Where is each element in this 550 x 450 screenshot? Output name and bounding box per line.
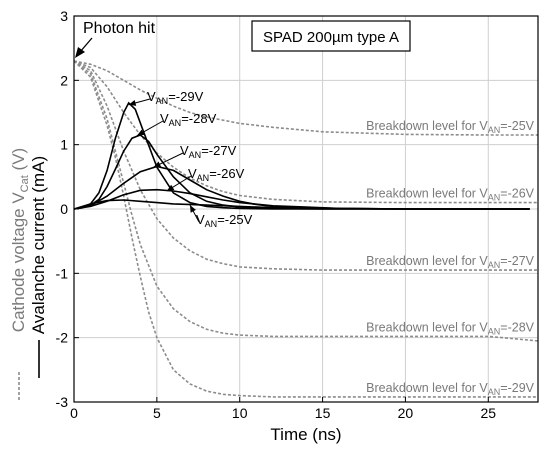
- x-tick-label: 10: [232, 405, 248, 421]
- breakdown-label: Breakdown level for VAN=-26V: [366, 187, 534, 203]
- cathode-voltage-line: [73, 60, 538, 271]
- breakdown-label: Breakdown level for VAN=-29V: [366, 381, 534, 397]
- breakdown-label: Breakdown level for VAN=-25V: [366, 119, 534, 135]
- y-tick-label: 2: [60, 72, 68, 88]
- photon-hit-label: Photon hit: [83, 20, 156, 37]
- x-tick-label: 20: [398, 405, 414, 421]
- current-series-labels: VAN=-29V VAN=-28V VAN=-27V VAN=-26V VAN=-25V: [128, 89, 253, 229]
- y-tick-label: 0: [60, 201, 68, 217]
- current-series-label: VAN=-25V: [196, 212, 253, 229]
- x-tick-label: 25: [480, 405, 496, 421]
- x-tick-label: 5: [153, 405, 161, 421]
- avalanche-current-series: [73, 101, 530, 210]
- title-box: [251, 20, 411, 52]
- y-axis-line-legend: [18, 340, 40, 402]
- x-tick-label: 0: [70, 405, 78, 421]
- current-series-label: VAN=-29V: [147, 89, 204, 106]
- current-series-label: VAN=-26V: [188, 166, 245, 183]
- y-tick-label: 1: [60, 137, 68, 153]
- y-tick-label: 3: [60, 8, 68, 24]
- photon-hit-arrowhead: [75, 47, 85, 58]
- series-pointer-arrowhead: [166, 184, 175, 191]
- chart-title: SPAD 200µm type A: [263, 29, 399, 46]
- current-series-label: VAN=-27V: [180, 143, 237, 160]
- breakdown-labels: Breakdown level for VAN=-25V Breakdown le…: [366, 119, 534, 397]
- photon-hit-arrow: [79, 37, 93, 53]
- cathode-voltage-series: [73, 60, 539, 398]
- series-pointer-arrowhead: [153, 161, 162, 168]
- cathode-voltage-line: [73, 60, 539, 342]
- x-tick-label: 15: [315, 405, 331, 421]
- cathode-voltage-line: [73, 60, 538, 398]
- avalanche-current-line: [73, 199, 530, 210]
- x-axis-title: Time (ns): [270, 425, 341, 444]
- series-pointer-arrowhead: [128, 100, 137, 106]
- y-axis-title-current: Avalanche current (mA): [29, 156, 48, 334]
- y-axis-title-cathode: Cathode voltage VCat (V): [9, 148, 31, 332]
- series-pointer-arrowhead: [136, 129, 145, 136]
- cathode-voltage-line: [73, 60, 538, 136]
- breakdown-label: Breakdown level for VAN=-28V: [366, 320, 534, 336]
- y-tick-label: -2: [56, 330, 69, 346]
- breakdown-label: Breakdown level for VAN=-27V: [366, 254, 534, 270]
- current-series-label: VAN=-28V: [160, 111, 217, 128]
- series-pointer-arrowhead: [190, 205, 196, 213]
- y-tick-label: -1: [56, 265, 69, 281]
- cathode-voltage-line: [73, 60, 538, 204]
- y-tick-label: -3: [56, 394, 69, 410]
